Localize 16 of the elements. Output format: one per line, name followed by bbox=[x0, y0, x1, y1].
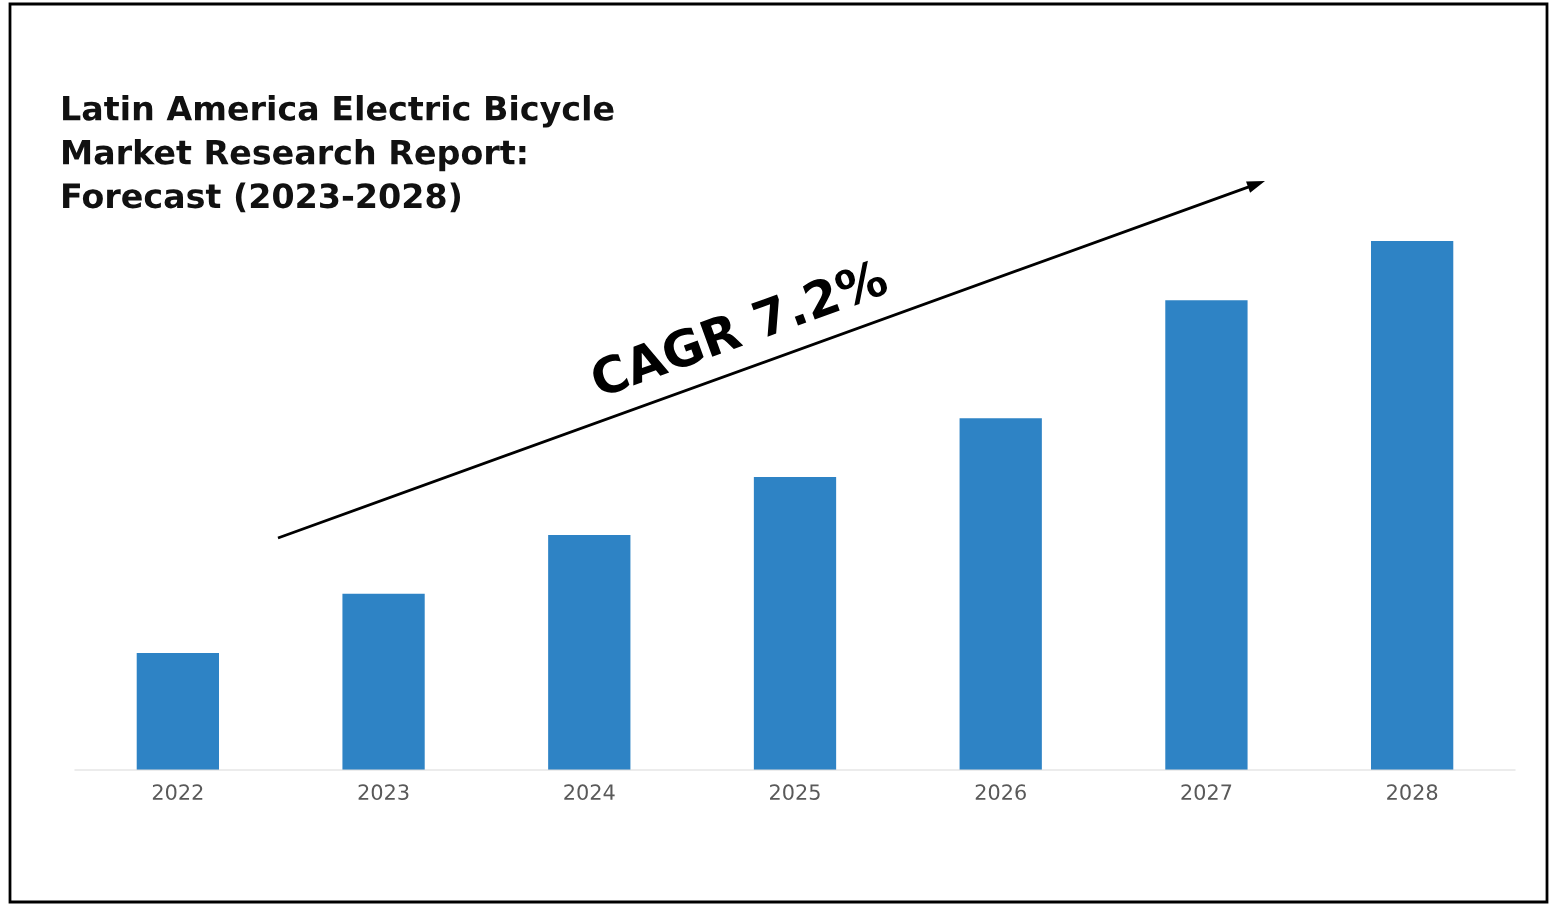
bar bbox=[753, 476, 837, 770]
bar bbox=[959, 418, 1042, 770]
bar bbox=[548, 535, 631, 770]
x-tick-label: 2028 bbox=[1387, 784, 1438, 801]
x-tick-label: 2027 bbox=[1181, 784, 1232, 801]
x-tick-label: 2025 bbox=[770, 784, 820, 801]
x-tick-label: 2026 bbox=[975, 784, 1026, 801]
bar bbox=[136, 653, 219, 770]
chart-title: Latin America Electric Bicycle Market Research Report: Forecast (2023-2028) bbox=[63, 95, 614, 213]
bar bbox=[1165, 300, 1248, 770]
x-tick-label: 2024 bbox=[564, 784, 615, 801]
x-tick-label: 2023 bbox=[358, 784, 409, 801]
annotation: CAGR 7.2% bbox=[588, 257, 890, 398]
bar bbox=[342, 593, 425, 770]
x-tick-label: 2022 bbox=[152, 784, 203, 801]
bar bbox=[1371, 241, 1454, 770]
